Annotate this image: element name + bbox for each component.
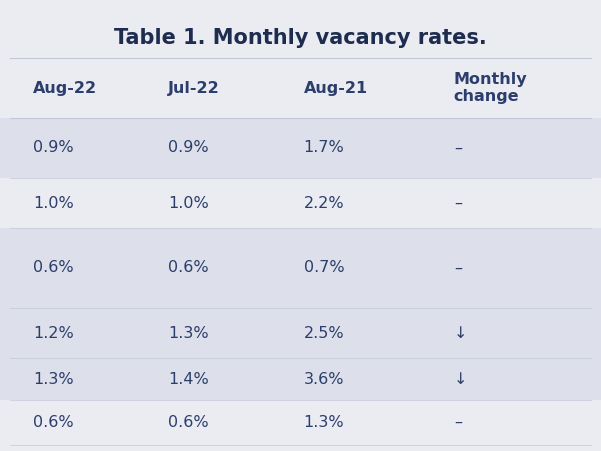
Text: 1.3%: 1.3%	[304, 415, 344, 430]
Text: –: –	[454, 415, 462, 430]
Text: 2.2%: 2.2%	[304, 195, 344, 211]
Text: Monthly
change: Monthly change	[454, 72, 528, 104]
Text: Jul-22: Jul-22	[168, 80, 220, 96]
Text: ↓: ↓	[454, 372, 467, 387]
Bar	[0, 228, 601, 308]
Text: 0.9%: 0.9%	[168, 141, 209, 156]
Text: Aug-22: Aug-22	[33, 80, 97, 96]
Bar	[0, 358, 601, 400]
Bar	[0, 118, 601, 178]
Text: 1.3%: 1.3%	[168, 326, 209, 341]
Text: 0.6%: 0.6%	[168, 415, 209, 430]
Text: –: –	[454, 261, 462, 276]
Text: 1.3%: 1.3%	[33, 372, 74, 387]
Text: 2.5%: 2.5%	[304, 326, 344, 341]
Text: Table 1. Monthly vacancy rates.: Table 1. Monthly vacancy rates.	[114, 28, 487, 48]
Bar	[0, 308, 601, 358]
Text: –: –	[454, 195, 462, 211]
Text: 0.6%: 0.6%	[33, 415, 74, 430]
Text: 0.6%: 0.6%	[33, 261, 74, 276]
Text: 3.6%: 3.6%	[304, 372, 344, 387]
Text: 0.6%: 0.6%	[168, 261, 209, 276]
Text: –: –	[454, 141, 462, 156]
Text: 1.0%: 1.0%	[168, 195, 209, 211]
Text: ↓: ↓	[454, 326, 467, 341]
Text: 1.0%: 1.0%	[33, 195, 74, 211]
Text: 1.4%: 1.4%	[168, 372, 209, 387]
Text: 0.9%: 0.9%	[33, 141, 74, 156]
Text: 0.7%: 0.7%	[304, 261, 344, 276]
Text: Aug-21: Aug-21	[304, 80, 368, 96]
Text: 1.2%: 1.2%	[33, 326, 74, 341]
Text: 1.7%: 1.7%	[304, 141, 344, 156]
